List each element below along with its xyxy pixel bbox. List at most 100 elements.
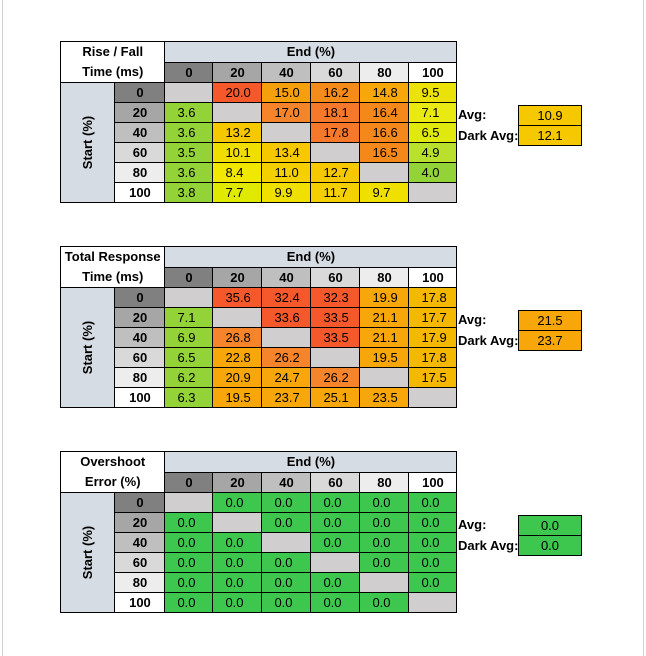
value-cell: [310, 347, 361, 368]
value-cell: 11.0: [261, 162, 312, 183]
value-cell: 0.0: [310, 492, 361, 513]
value-cell: [261, 532, 312, 553]
column-header-60: 60: [310, 266, 361, 288]
value-cell: 17.7: [408, 307, 458, 328]
table-row: 60 0.0 0.0 0.0 0.0 0.0: [61, 552, 458, 573]
value-cell: 22.8: [212, 347, 263, 368]
end-percent-header: End (%): [164, 41, 458, 63]
value-cell: [164, 492, 214, 513]
value-cell: 11.7: [310, 182, 361, 203]
row-header-0: 0: [114, 492, 166, 513]
value-cell: 17.5: [408, 367, 458, 388]
value-cell: 10.1: [212, 142, 263, 163]
value-cell: [164, 82, 214, 103]
value-cell: 18.1: [310, 102, 361, 123]
table-title-line1: Rise / Fall: [82, 44, 144, 59]
value-cell: [164, 287, 214, 308]
avg-value: 10.9: [518, 105, 582, 126]
value-cell: 3.6: [164, 162, 214, 183]
value-cell: 16.6: [359, 122, 410, 143]
value-cell: 0.0: [408, 512, 458, 533]
table-row: 40 6.9 26.8 33.5 21.1 17.9: [61, 327, 458, 348]
table-row: 80 0.0 0.0 0.0 0.0 0.0: [61, 572, 458, 593]
value-cell: 33.6: [261, 307, 312, 328]
value-cell: 17.8: [310, 122, 361, 143]
value-cell: 0.0: [164, 552, 214, 573]
value-cell: 0.0: [261, 492, 312, 513]
value-cell: 7.1: [408, 102, 458, 123]
value-cell: 26.8: [212, 327, 263, 348]
value-cell: [212, 512, 263, 533]
value-cell: 16.5: [359, 142, 410, 163]
column-header-0: 0: [164, 61, 214, 83]
value-cell: 0.0: [310, 592, 361, 613]
value-cell: 0.0: [212, 492, 263, 513]
value-cell: 0.0: [408, 552, 458, 573]
value-cell: [212, 307, 263, 328]
value-cell: 4.9: [408, 142, 458, 163]
column-header-60: 60: [310, 61, 361, 83]
value-cell: 7.7: [212, 182, 263, 203]
value-cell: 0.0: [212, 532, 263, 553]
value-cell: [359, 162, 410, 183]
value-cell: [212, 102, 263, 123]
avg-label: Avg:: [458, 107, 487, 122]
value-cell: 6.5: [164, 347, 214, 368]
avg-value: 0.0: [518, 515, 582, 536]
value-cell: 16.2: [310, 82, 361, 103]
value-cell: 0.0: [164, 532, 214, 553]
column-header-0: 0: [164, 471, 214, 493]
value-cell: [359, 572, 410, 593]
value-cell: 20.0: [212, 82, 263, 103]
avg-value: 21.5: [518, 310, 582, 331]
row-header-80: 80: [114, 572, 166, 593]
value-cell: 0.0: [212, 572, 263, 593]
row-header-20: 20: [114, 102, 166, 123]
table-title-line2: Error (%): [84, 474, 141, 489]
table-title-line2: Time (ms): [82, 64, 144, 79]
table-row: 20 3.6 17.0 18.1 16.4 7.1: [61, 102, 458, 123]
value-cell: 0.0: [164, 512, 214, 533]
start-percent-header: Start (%): [59, 82, 116, 203]
value-cell: 0.0: [212, 592, 263, 613]
response-table-0: Rise / Fall Time (ms) End (%) 0 20 40 60 80 100 S…: [59, 41, 458, 203]
value-cell: 26.2: [261, 347, 312, 368]
table-title-line1: Overshoot: [80, 454, 146, 469]
value-cell: 0.0: [359, 492, 410, 513]
row-header-80: 80: [114, 162, 166, 183]
value-cell: [408, 592, 458, 613]
value-cell: 0.0: [408, 572, 458, 593]
value-cell: 6.2: [164, 367, 214, 388]
table-row: 40 3.6 13.2 17.8 16.6 6.5: [61, 122, 458, 143]
dark-avg-value: 23.7: [518, 330, 582, 351]
value-cell: 6.9: [164, 327, 214, 348]
table-row: Start (%) 0 20.0 15.0 16.2 14.8 9.5: [59, 82, 458, 203]
value-cell: [408, 182, 458, 203]
dark-avg-label: Dark Avg:: [458, 538, 519, 553]
value-cell: 0.0: [261, 572, 312, 593]
column-header-20: 20: [212, 471, 263, 493]
table-row: 20 0.0 0.0 0.0 0.0 0.0: [61, 512, 458, 533]
value-cell: 17.0: [261, 102, 312, 123]
table-row: 100 3.8 7.7 9.9 11.7 9.7: [61, 182, 458, 203]
table-title-line1: Total Response: [64, 249, 161, 264]
value-cell: 32.4: [261, 287, 312, 308]
row-header-0: 0: [114, 287, 166, 308]
value-cell: [261, 327, 312, 348]
value-cell: 9.9: [261, 182, 312, 203]
value-cell: [310, 552, 361, 573]
table-title: Rise / Fall Time (ms): [59, 41, 166, 83]
value-cell: 3.6: [164, 102, 214, 123]
value-cell: 0.0: [212, 552, 263, 573]
value-cell: 3.6: [164, 122, 214, 143]
table-row: 40 0.0 0.0 0.0 0.0 0.0: [61, 532, 458, 553]
value-cell: 6.3: [164, 387, 214, 408]
column-header-100: 100: [408, 61, 458, 83]
column-header-40: 40: [261, 471, 312, 493]
value-cell: 4.0: [408, 162, 458, 183]
column-header-80: 80: [359, 61, 410, 83]
value-cell: 0.0: [261, 552, 312, 573]
response-table-2: Overshoot Error (%) End (%) 0 20 40 60 80 100 Sta…: [59, 451, 458, 613]
table-row: 80 3.6 8.4 11.0 12.7 4.0: [61, 162, 458, 183]
value-cell: 3.5: [164, 142, 214, 163]
